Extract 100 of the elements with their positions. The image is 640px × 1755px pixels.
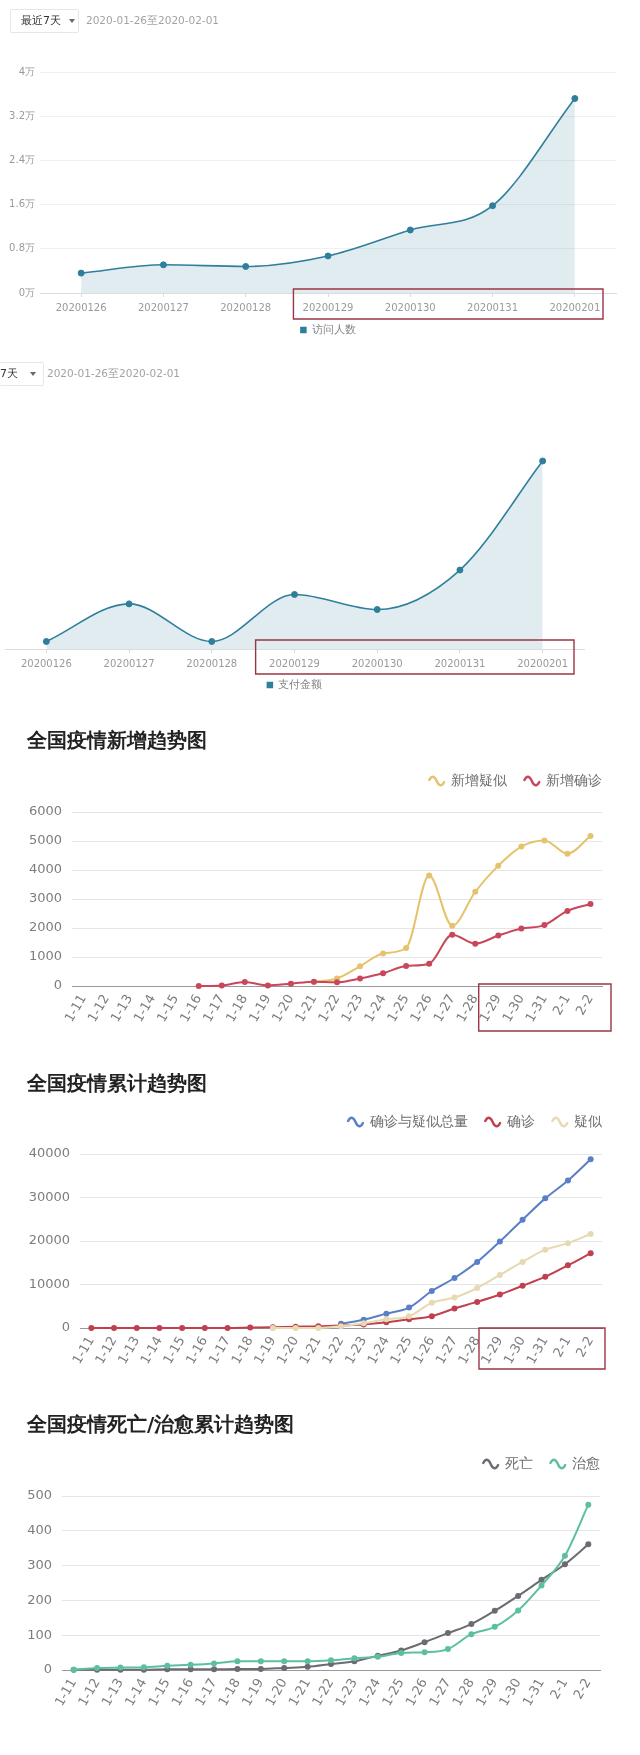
x-tick-label: 2-1 xyxy=(546,1675,571,1702)
point xyxy=(257,1658,264,1665)
x-tick-label: 20200128 xyxy=(220,301,272,313)
point xyxy=(156,1325,163,1331)
point xyxy=(564,1177,571,1184)
x-tick-label: 20200129 xyxy=(269,657,320,669)
point xyxy=(125,600,133,608)
chart-subtitle: 2020-01-26至2020-02-01 xyxy=(47,367,181,381)
y-tick-label: 5000 xyxy=(28,832,62,848)
point xyxy=(281,1658,288,1665)
point xyxy=(211,1660,218,1667)
legend-label: 新增确诊 xyxy=(546,771,602,788)
point xyxy=(406,226,414,234)
point xyxy=(304,1663,311,1670)
point xyxy=(88,1325,95,1331)
point xyxy=(421,1649,428,1656)
x-tick-label: 20200128 xyxy=(186,657,238,669)
legend-label: 治愈 xyxy=(572,1454,600,1471)
point xyxy=(264,982,271,989)
point xyxy=(519,1282,526,1289)
chart-title: 全国疫情死亡/治愈累计趋势图 xyxy=(27,1412,295,1436)
legend-label: 确诊 xyxy=(505,1112,535,1129)
point xyxy=(449,931,456,938)
legend-label: 疑似 xyxy=(574,1112,602,1129)
x-tick-label: 20200126 xyxy=(20,657,72,669)
point xyxy=(159,261,167,269)
x-tick-label: 2-2 xyxy=(572,991,596,1018)
point xyxy=(324,252,332,260)
x-tick-label: 20200126 xyxy=(55,301,107,313)
point xyxy=(496,1271,503,1278)
point xyxy=(518,843,525,850)
point xyxy=(426,960,433,967)
point xyxy=(380,950,387,957)
y-tick-label: 10000 xyxy=(28,1275,70,1291)
point xyxy=(587,900,594,907)
x-tick-label: 20200131 xyxy=(467,301,519,313)
point xyxy=(472,888,479,895)
y-tick-label: 40000 xyxy=(28,1145,70,1161)
point xyxy=(585,1541,592,1548)
point xyxy=(304,1658,311,1665)
point xyxy=(111,1325,118,1331)
point xyxy=(241,978,248,985)
y-tick-label: 20000 xyxy=(28,1232,70,1248)
point xyxy=(383,1310,390,1317)
y-tick-label: 0 xyxy=(53,977,62,993)
point xyxy=(451,1305,458,1312)
point xyxy=(474,1258,481,1265)
point xyxy=(587,1250,594,1257)
point xyxy=(564,1240,571,1247)
x-tick-label: 20200201 xyxy=(549,301,601,313)
point xyxy=(571,95,579,103)
point xyxy=(474,1298,481,1305)
point xyxy=(211,1666,218,1673)
point xyxy=(426,872,433,879)
y-tick-label: 0 xyxy=(61,1319,70,1335)
chart-title: 全国疫情累计趋势图 xyxy=(27,1071,207,1095)
point xyxy=(538,1576,545,1583)
y-tick-label: 300 xyxy=(27,1556,52,1572)
point xyxy=(201,1325,208,1331)
point xyxy=(538,1582,545,1589)
point xyxy=(428,1288,435,1295)
point xyxy=(444,1646,451,1653)
point xyxy=(561,1552,568,1559)
y-tick-label: 2000 xyxy=(28,919,62,935)
y-tick-label: 400 xyxy=(27,1522,52,1538)
point xyxy=(328,1657,334,1664)
y-tick-label: 3000 xyxy=(28,890,62,906)
point xyxy=(291,590,298,598)
point xyxy=(587,833,594,840)
point xyxy=(257,1665,264,1672)
point xyxy=(428,1313,435,1320)
chart-title: 全国疫情新增趋势图 xyxy=(27,728,207,752)
point xyxy=(42,637,50,645)
point xyxy=(334,979,340,986)
point xyxy=(195,983,202,989)
point xyxy=(515,1607,522,1614)
point xyxy=(403,945,410,952)
point xyxy=(451,1274,458,1281)
point xyxy=(519,1216,526,1223)
point xyxy=(247,1324,254,1331)
point xyxy=(491,1607,498,1614)
legend-label: 支付金额 xyxy=(278,677,323,690)
point xyxy=(564,907,571,914)
point xyxy=(444,1630,451,1637)
point xyxy=(224,1325,231,1331)
point xyxy=(187,1661,194,1668)
point xyxy=(541,837,548,844)
y-tick-label: 2.4万 xyxy=(9,153,35,165)
point xyxy=(587,1156,594,1163)
legend-label: 新增疑似 xyxy=(450,771,507,788)
legend-label: 访问人数 xyxy=(311,322,356,335)
y-tick-label: 3.2万 xyxy=(9,109,35,121)
x-tick-label: 2-2 xyxy=(570,1675,594,1702)
x-tick-label: 20200130 xyxy=(384,301,436,313)
y-tick-label: 500 xyxy=(27,1487,52,1503)
x-tick-label: 20200127 xyxy=(103,657,155,669)
y-tick-label: 0万 xyxy=(18,286,35,298)
y-tick-label: 1000 xyxy=(28,948,62,964)
y-tick-label: 0 xyxy=(43,1661,52,1677)
y-tick-label: 4万 xyxy=(18,65,35,77)
